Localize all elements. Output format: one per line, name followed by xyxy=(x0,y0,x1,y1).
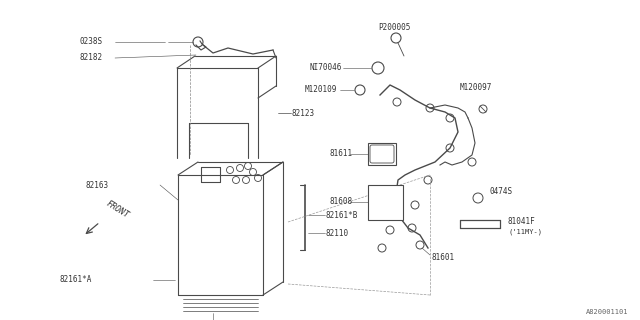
Text: 82110: 82110 xyxy=(326,228,349,237)
Text: ('11MY-): ('11MY-) xyxy=(508,229,542,235)
Text: 81608: 81608 xyxy=(330,197,353,206)
Text: 82123: 82123 xyxy=(292,108,315,117)
Text: 82163: 82163 xyxy=(85,180,108,189)
Text: NI70046: NI70046 xyxy=(310,63,342,73)
Text: M120097: M120097 xyxy=(460,84,492,92)
Text: M120109: M120109 xyxy=(305,85,337,94)
Text: 0238S: 0238S xyxy=(80,37,103,46)
Text: 82161*B: 82161*B xyxy=(326,211,358,220)
Bar xyxy=(368,185,403,220)
Text: FRONT: FRONT xyxy=(105,200,131,220)
Text: 0474S: 0474S xyxy=(490,188,513,196)
Text: P200005: P200005 xyxy=(378,23,410,33)
FancyBboxPatch shape xyxy=(370,145,394,163)
Text: 81611: 81611 xyxy=(330,149,353,158)
Text: 81041F: 81041F xyxy=(508,218,536,227)
Text: A820001101: A820001101 xyxy=(586,309,628,315)
Bar xyxy=(368,143,396,165)
Text: 81601: 81601 xyxy=(432,253,455,262)
Text: 82182: 82182 xyxy=(80,53,103,62)
Text: 82161*A: 82161*A xyxy=(60,276,92,284)
